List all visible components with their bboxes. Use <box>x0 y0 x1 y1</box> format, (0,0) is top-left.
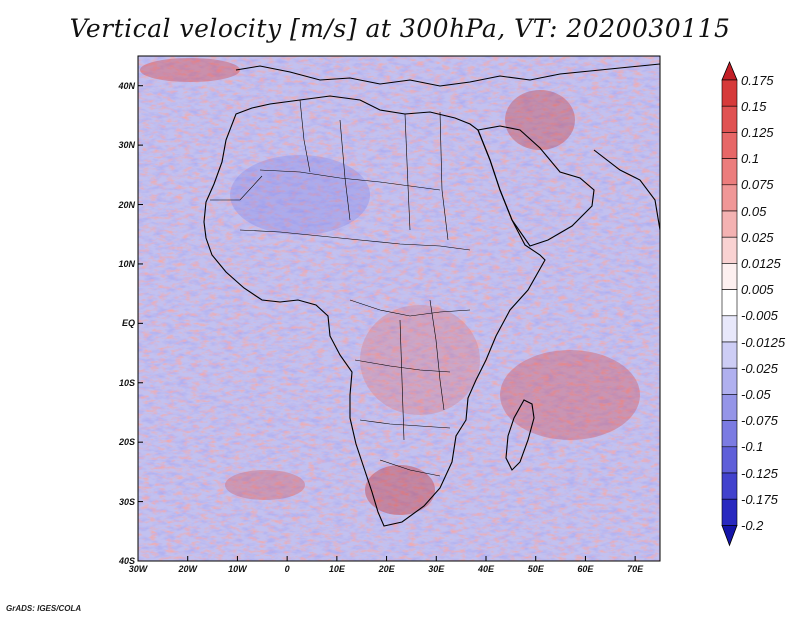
lon-tick-label: 10E <box>328 564 345 574</box>
map-frame <box>137 55 661 562</box>
lat-tick-label: 10S <box>118 377 135 388</box>
lon-tick-label: 20E <box>378 564 395 574</box>
colorbar-level-label: 0.15 <box>741 98 767 114</box>
colorbar-level-label: -0.2 <box>741 517 764 533</box>
colorbar-level-label: -0.075 <box>741 413 778 429</box>
lon-tick-label: 60E <box>577 564 594 574</box>
colorbar-level-label: 0.025 <box>741 229 774 245</box>
lon-tick-label: 40E <box>477 564 494 574</box>
colorbar <box>721 60 738 547</box>
colorbar-level-label: 0.075 <box>741 177 774 193</box>
map-field <box>138 56 660 561</box>
arabia-coastline <box>477 125 595 247</box>
colorbar-swatch <box>721 367 738 395</box>
lon-tick-label: 0 <box>284 564 290 574</box>
field-rising-zone-indian-ocean <box>500 350 640 440</box>
colorbar-level-label: -0.025 <box>741 360 778 376</box>
grads-credit: GrADS: IGES/COLA <box>6 604 82 613</box>
colorbar-level-label: -0.175 <box>741 491 778 507</box>
colorbar-swatch <box>721 105 738 133</box>
field-rising-zone-iran <box>505 90 575 150</box>
colorbar-level-label: -0.05 <box>741 386 771 402</box>
colorbar-swatch <box>721 79 738 107</box>
field-rising-zone-southern-africa <box>365 465 435 515</box>
lat-tick-label: 10N <box>118 258 135 269</box>
colorbar-swatch <box>721 289 738 317</box>
colorbar-level-label: 0.05 <box>741 203 767 219</box>
colorbar-swatch <box>721 472 738 500</box>
field-rising-zone-north-atlantic <box>140 58 240 82</box>
colorbar-level-label: 0.0125 <box>741 255 781 271</box>
colorbar-level-label: 0.175 <box>741 72 774 88</box>
colorbar-level-label: -0.125 <box>741 465 778 481</box>
europe-coastline <box>235 63 660 87</box>
colorbar-level-label: -0.005 <box>741 308 778 324</box>
colorbar-level-label: -0.1 <box>741 439 764 455</box>
colorbar-swatch <box>721 446 738 474</box>
colorbar-level-label: 0.1 <box>741 151 760 167</box>
colorbar-min-arrow <box>721 525 738 547</box>
lat-tick-label: 30S <box>118 496 135 507</box>
colorbar-swatch <box>721 236 738 264</box>
colorbar-level-label: 0.005 <box>741 282 774 298</box>
colorbar-swatch <box>721 210 738 238</box>
colorbar-swatch <box>721 184 738 212</box>
colorbar-swatch <box>721 263 738 290</box>
field-rising-swirl-atlantic <box>225 470 305 500</box>
lat-tick-label: 30N <box>118 140 135 151</box>
field-sinking-zone-sahara <box>230 155 370 235</box>
lon-tick-label: 30E <box>428 564 445 574</box>
colorbar-max-arrow <box>721 60 738 81</box>
lon-tick-label: 20W <box>178 564 197 574</box>
colorbar-swatch <box>721 394 738 421</box>
lat-tick-label: EQ <box>121 318 135 329</box>
map-title: Vertical velocity [m/s] at 300hPa, VT: 2… <box>69 14 731 43</box>
lat-tick-label: 20S <box>118 437 135 448</box>
field-rising-zone-central-africa <box>360 305 480 415</box>
country-borders <box>210 99 471 477</box>
colorbar-swatch <box>721 132 738 159</box>
india-coastline <box>593 149 660 231</box>
lon-tick-label: 70E <box>627 564 644 574</box>
field-texture <box>138 56 660 561</box>
lat-tick-label: 20N <box>118 199 135 210</box>
lat-tick-label: 40N <box>118 80 135 91</box>
colorbar-swatch <box>721 498 738 526</box>
colorbar-swatch <box>721 420 738 448</box>
colorbar-swatch <box>721 158 738 186</box>
lon-tick-label: 30W <box>128 564 148 574</box>
madagascar-coastline <box>505 399 535 471</box>
colorbar-swatch <box>721 315 738 343</box>
colorbar-level-label: 0.125 <box>741 124 774 140</box>
colorbar-level-label: -0.0125 <box>741 334 786 350</box>
axis-ticks <box>137 85 636 562</box>
lon-tick-label: 50E <box>527 564 544 574</box>
lat-tick-label: 40S <box>118 556 135 566</box>
colorbar-swatch <box>721 341 738 369</box>
africa-coastline <box>203 95 546 527</box>
lon-tick-label: 10W <box>228 564 247 574</box>
